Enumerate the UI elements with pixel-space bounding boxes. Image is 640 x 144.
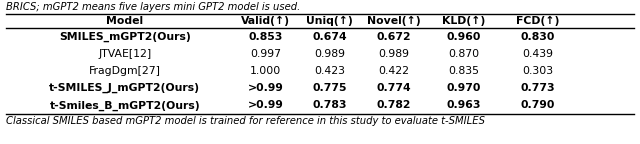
- Text: Model: Model: [106, 16, 143, 26]
- Text: Valid(↑): Valid(↑): [241, 16, 290, 26]
- Text: 0.970: 0.970: [447, 83, 481, 93]
- Text: 0.423: 0.423: [314, 66, 345, 76]
- Text: BRICS; mGPT2 means five layers mini GPT2 model is used.: BRICS; mGPT2 means five layers mini GPT2…: [6, 2, 301, 12]
- Text: 0.960: 0.960: [447, 32, 481, 42]
- Text: JTVAE[12]: JTVAE[12]: [98, 49, 152, 59]
- Text: t-SMILES_J_mGPT2(Ours): t-SMILES_J_mGPT2(Ours): [49, 83, 200, 93]
- Text: 0.835: 0.835: [449, 66, 479, 76]
- Text: 0.997: 0.997: [250, 49, 281, 59]
- Text: 0.422: 0.422: [378, 66, 409, 76]
- Text: 0.672: 0.672: [376, 32, 411, 42]
- Text: FragDgm[27]: FragDgm[27]: [89, 66, 161, 76]
- Text: 0.989: 0.989: [314, 49, 345, 59]
- Text: 0.774: 0.774: [376, 83, 411, 93]
- Text: 0.782: 0.782: [376, 100, 411, 110]
- Text: Uniq(↑): Uniq(↑): [306, 16, 353, 26]
- Text: 0.870: 0.870: [449, 49, 479, 59]
- Text: 0.674: 0.674: [312, 32, 347, 42]
- Text: 0.439: 0.439: [522, 49, 553, 59]
- Text: 0.830: 0.830: [520, 32, 555, 42]
- Text: 0.853: 0.853: [248, 32, 283, 42]
- Text: 0.790: 0.790: [520, 100, 555, 110]
- Text: 0.989: 0.989: [378, 49, 409, 59]
- Text: 1.000: 1.000: [250, 66, 281, 76]
- Text: Classical SMILES based mGPT2 model is trained for reference in this study to eva: Classical SMILES based mGPT2 model is tr…: [6, 116, 485, 126]
- Text: 0.783: 0.783: [312, 100, 347, 110]
- Text: FCD(↑): FCD(↑): [516, 16, 559, 26]
- Text: SMILES_mGPT2(Ours): SMILES_mGPT2(Ours): [59, 32, 191, 42]
- Text: KLD(↑): KLD(↑): [442, 16, 486, 26]
- Text: t-Smiles_B_mGPT2(Ours): t-Smiles_B_mGPT2(Ours): [49, 100, 200, 111]
- Text: >0.99: >0.99: [248, 83, 284, 93]
- Text: 0.775: 0.775: [312, 83, 347, 93]
- Text: 0.303: 0.303: [522, 66, 553, 76]
- Text: Novel(↑): Novel(↑): [367, 16, 420, 26]
- Text: 0.773: 0.773: [520, 83, 555, 93]
- Text: >0.99: >0.99: [248, 100, 284, 110]
- Text: 0.963: 0.963: [447, 100, 481, 110]
